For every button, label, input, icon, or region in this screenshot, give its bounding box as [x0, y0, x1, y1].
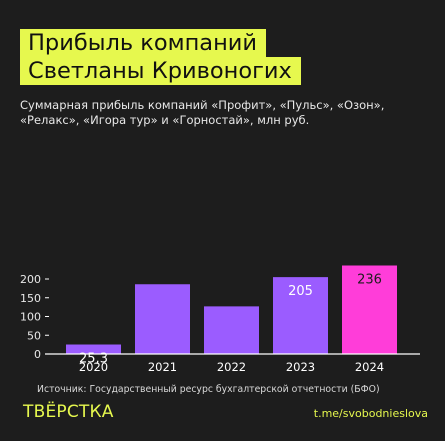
x-tick-label: 2022 — [217, 360, 246, 374]
bar-2023 — [273, 277, 328, 354]
data-label: 236 — [357, 273, 382, 288]
x-tick-label: 2023 — [286, 360, 315, 374]
bar-2022 — [204, 306, 259, 354]
source-note: Источник: Государственный ресурс бухгалт… — [37, 384, 380, 395]
channel-link[interactable]: t.me/svobodnieslova — [313, 407, 428, 420]
x-tick-label: 2024 — [355, 360, 384, 374]
bar-2024 — [342, 265, 397, 354]
chart-subtitle: Суммарная прибыль компаний «Профит», «Пу… — [20, 98, 385, 127]
data-label: 205 — [288, 284, 313, 299]
bar-2021 — [135, 284, 190, 354]
x-tick-label: 2020 — [79, 360, 108, 374]
bar-2020 — [66, 344, 121, 354]
data-label: 25,3 — [79, 352, 108, 367]
y-tick-label: 100 — [20, 311, 41, 324]
title-line-2: Светланы Кривоногих — [20, 57, 301, 85]
y-tick-label: 0 — [34, 348, 41, 361]
publisher-logo: ТВЁРСТКА — [23, 402, 114, 422]
title-line-1: Прибыль компаний — [20, 29, 267, 57]
y-tick-label: 50 — [27, 329, 41, 342]
y-tick-label: 200 — [20, 273, 41, 286]
chart-title: Прибыль компаний Светланы Кривоногих — [20, 29, 301, 85]
x-tick-label: 2021 — [148, 360, 177, 374]
y-tick-label: 150 — [20, 292, 41, 305]
